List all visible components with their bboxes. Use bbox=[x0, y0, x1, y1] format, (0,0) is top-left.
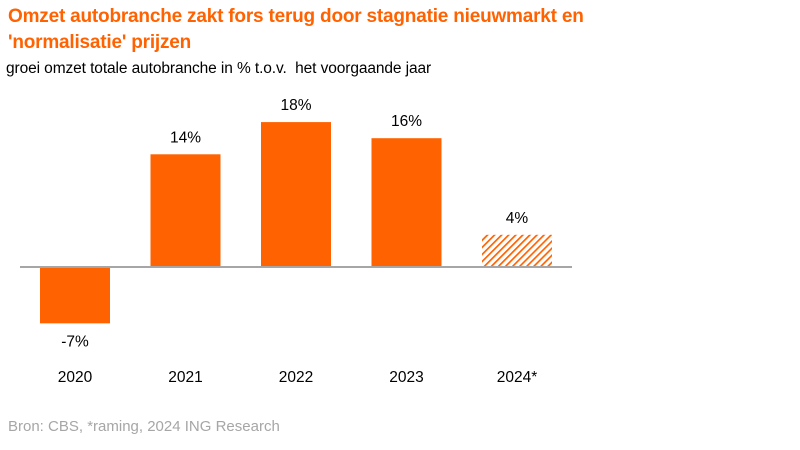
data-label: 4% bbox=[506, 210, 529, 227]
data-label: 14% bbox=[170, 129, 201, 146]
x-tick-label: 2020 bbox=[58, 369, 93, 386]
data-label: 18% bbox=[280, 97, 311, 114]
data-label: 16% bbox=[391, 113, 422, 130]
data-labels: -7% 14% 18% 16% 4% bbox=[61, 97, 528, 350]
bars bbox=[40, 122, 552, 324]
x-tick-label: 2021 bbox=[168, 369, 202, 386]
bar-2024-estimate bbox=[482, 234, 552, 267]
x-tick-label: 2023 bbox=[389, 369, 423, 386]
bar-2022 bbox=[261, 122, 331, 267]
x-tick-labels: 2020 2021 2022 2023 2024* bbox=[58, 369, 538, 386]
bar-2021 bbox=[150, 154, 221, 267]
source-note: Bron: CBS, *raming, 2024 ING Research bbox=[8, 418, 280, 435]
chart-title: Omzet autobranche zakt fors terug door s… bbox=[8, 6, 584, 53]
data-label: -7% bbox=[61, 333, 89, 350]
x-tick-label: 2022 bbox=[279, 369, 313, 386]
bar-2020 bbox=[40, 267, 110, 324]
chart-subtitle: groei omzet totale autobranche in % t.o.… bbox=[6, 60, 432, 77]
bar-2023 bbox=[371, 138, 442, 267]
x-tick-label: 2024* bbox=[497, 369, 538, 386]
